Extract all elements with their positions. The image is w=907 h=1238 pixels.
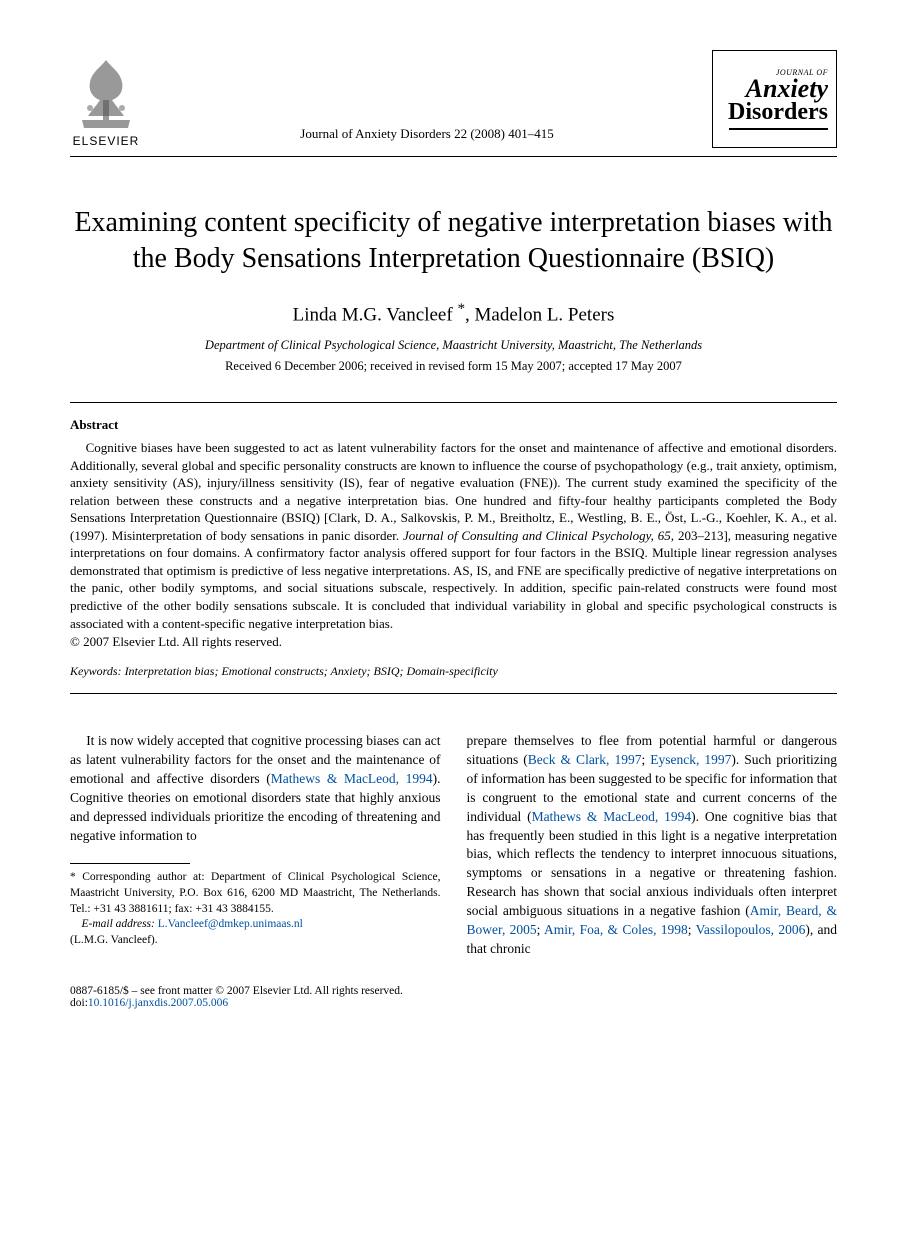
journal-logo-word1: Anxiety xyxy=(721,77,828,100)
header-rule xyxy=(70,156,837,157)
cite-sep-1: ; xyxy=(641,752,650,767)
journal-logo-word2: Disorders xyxy=(721,100,828,124)
body-column-left: It is now widely accepted that cognitive… xyxy=(70,732,441,959)
footnote-rule xyxy=(70,863,190,864)
corresponding-asterisk: * xyxy=(457,300,465,317)
citation-link-eysenck-1997[interactable]: Eysenck, 1997 xyxy=(650,752,731,767)
body-para-1: It is now widely accepted that cognitive… xyxy=(70,732,441,845)
pre-abstract-rule xyxy=(70,402,837,403)
email-link[interactable]: L.Vancleef@dmkep.unimaas.nl xyxy=(158,918,303,930)
publisher-name: ELSEVIER xyxy=(73,134,140,148)
cite-sep-2: ; xyxy=(537,922,544,937)
abstract-text-2: 203–213], measuring negative interpretat… xyxy=(70,528,837,631)
keywords-line: Keywords: Interpretation bias; Emotional… xyxy=(70,664,837,679)
body-text-c2-3: ). One cognitive bias that has frequentl… xyxy=(467,809,838,918)
article-dates: Received 6 December 2006; received in re… xyxy=(70,359,837,374)
journal-logo-rule xyxy=(729,128,828,130)
affiliation: Department of Clinical Psychological Sci… xyxy=(70,338,837,353)
cite-sep-3: ; xyxy=(688,922,696,937)
email-label: E-mail address: xyxy=(82,918,155,930)
author-2: Madelon L. Peters xyxy=(475,304,615,325)
abstract-journal-cite: Journal of Consulting and Clinical Psych… xyxy=(403,528,674,543)
abstract-copyright: © 2007 Elsevier Ltd. All rights reserved… xyxy=(70,634,837,650)
abstract-heading: Abstract xyxy=(70,417,837,433)
publisher-block: ELSEVIER xyxy=(70,50,142,148)
citation-link-mathews-1994b[interactable]: Mathews & MacLeod, 1994 xyxy=(532,809,692,824)
page-footer: 0887-6185/$ – see front matter © 2007 El… xyxy=(70,985,837,1009)
doi-label: doi: xyxy=(70,997,88,1009)
email-author-footnote: (L.M.G. Vancleef). xyxy=(70,933,441,949)
body-para-1-cont: prepare themselves to flee from potentia… xyxy=(467,732,838,959)
author-list: Linda M.G. Vancleef *, Madelon L. Peters xyxy=(70,300,837,326)
citation-link-vassilopoulos-2006[interactable]: Vassilopoulos, 2006 xyxy=(696,922,806,937)
author-1: Linda M.G. Vancleef xyxy=(293,304,453,325)
journal-logo: JOURNAL OF Anxiety Disorders xyxy=(712,50,837,148)
post-abstract-rule xyxy=(70,693,837,694)
journal-reference: Journal of Anxiety Disorders 22 (2008) 4… xyxy=(142,126,712,148)
citation-link-beck-1997[interactable]: Beck & Clark, 1997 xyxy=(528,752,642,767)
body-text: It is now widely accepted that cognitive… xyxy=(70,732,837,959)
footnote-text: Corresponding author at: Department of C… xyxy=(70,871,441,914)
article-title: Examining content specificity of negativ… xyxy=(70,205,837,278)
email-footnote: E-mail address: L.Vancleef@dmkep.unimaas… xyxy=(70,917,441,933)
body-column-right: prepare themselves to flee from potentia… xyxy=(467,732,838,959)
abstract-body: Cognitive biases have been suggested to … xyxy=(70,439,837,632)
doi-line: doi:10.1016/j.janxdis.2007.05.006 xyxy=(70,997,837,1009)
elsevier-tree-icon xyxy=(70,50,142,132)
keywords-label: Keywords: xyxy=(70,664,122,678)
doi-link[interactable]: 10.1016/j.janxdis.2007.05.006 xyxy=(88,997,228,1009)
citation-link-amir-1998[interactable]: Amir, Foa, & Coles, 1998 xyxy=(544,922,688,937)
issn-line: 0887-6185/$ – see front matter © 2007 El… xyxy=(70,985,837,997)
citation-link-mathews-1994[interactable]: Mathews & MacLeod, 1994 xyxy=(271,771,433,786)
page-header: ELSEVIER Journal of Anxiety Disorders 22… xyxy=(70,50,837,148)
corresponding-footnote: * Corresponding author at: Department of… xyxy=(70,870,441,917)
keywords-list: Interpretation bias; Emotional construct… xyxy=(122,664,498,678)
